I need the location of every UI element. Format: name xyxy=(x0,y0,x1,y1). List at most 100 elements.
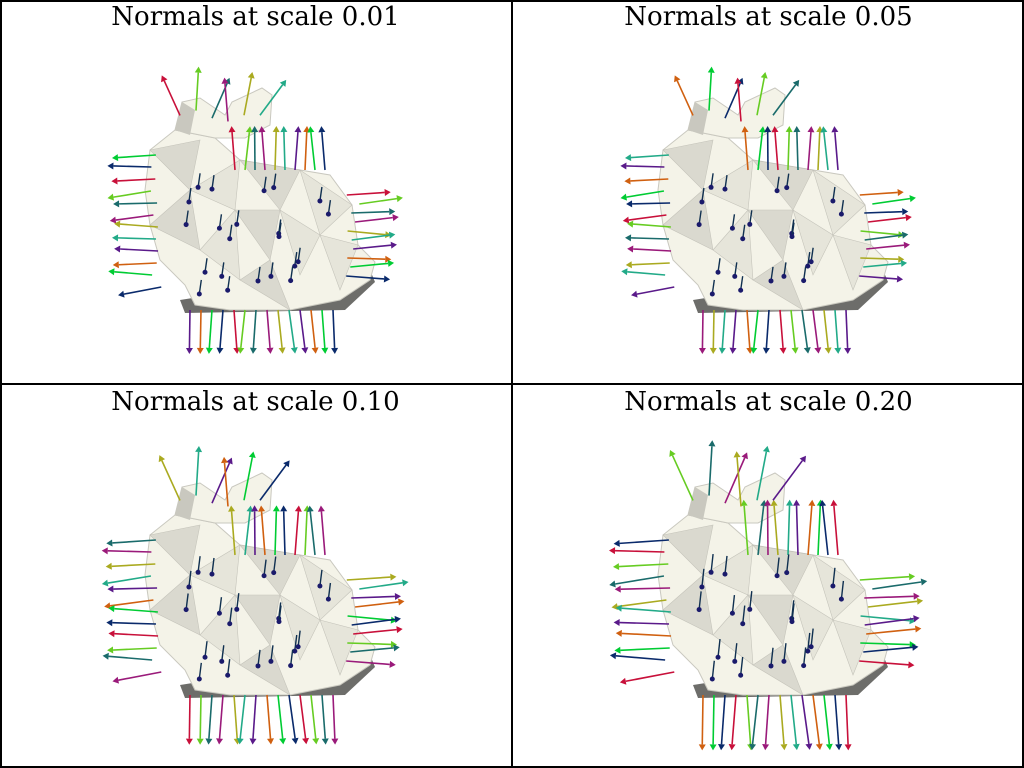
normal-arrow xyxy=(710,554,714,573)
normal-arrow xyxy=(739,656,744,676)
normal-origin-dot xyxy=(288,278,294,284)
normal-arrow-head xyxy=(614,585,621,593)
normal-arrow xyxy=(233,309,238,348)
normal-arrow xyxy=(353,244,392,250)
normal-arrow-head xyxy=(248,451,256,459)
bunny-render[interactable] xyxy=(0,385,511,768)
normal-arrow-head xyxy=(612,563,620,571)
normal-origin-dot xyxy=(774,188,780,194)
normal-arrow xyxy=(113,647,157,651)
render-panel-4[interactable]: Normals at scale 0.20 xyxy=(513,385,1024,768)
normal-arrow-head xyxy=(820,126,828,133)
normal-arrow xyxy=(860,257,899,261)
normal-arrow xyxy=(289,649,294,666)
normal-arrow-head xyxy=(390,573,397,581)
normal-arrow xyxy=(243,77,252,116)
normal-arrow xyxy=(114,607,158,613)
mesh-facet xyxy=(149,189,201,251)
normal-arrow-head xyxy=(294,505,302,512)
bunny-render[interactable] xyxy=(0,0,511,383)
normal-arrow xyxy=(111,563,156,568)
normal-origin-dot xyxy=(227,621,233,627)
bunny-render[interactable] xyxy=(513,0,1024,383)
normal-arrow-head xyxy=(896,275,904,283)
normal-arrow xyxy=(163,80,181,116)
normal-origin-dot xyxy=(729,225,735,231)
normal-arrow-head xyxy=(707,66,715,73)
normal-arrow xyxy=(119,223,158,228)
normal-arrow xyxy=(277,694,284,739)
normal-arrow-head xyxy=(390,241,397,249)
normal-arrow-head xyxy=(389,208,396,216)
mesh-facet xyxy=(239,644,291,696)
normal-arrow-head xyxy=(793,499,801,506)
render-panel-2[interactable]: Normals at scale 0.05 xyxy=(513,0,1024,383)
normal-arrow-head xyxy=(620,162,627,170)
normal-origin-dot xyxy=(708,569,714,575)
normal-arrow xyxy=(224,83,229,122)
normal-arrow-head xyxy=(392,214,399,222)
normal-arrow-head xyxy=(331,738,339,745)
normal-origin-dot xyxy=(715,654,721,660)
normal-arrow xyxy=(221,645,225,662)
normal-origin-dot xyxy=(317,583,323,589)
normal-arrow xyxy=(872,197,911,205)
normal-arrow-head xyxy=(625,261,632,269)
normal-arrow xyxy=(621,607,671,613)
normal-arrow xyxy=(807,132,812,171)
normal-arrow-head xyxy=(900,259,908,267)
normal-arrow xyxy=(199,694,202,739)
normal-arrow xyxy=(211,557,215,575)
normal-origin-dot xyxy=(774,573,780,579)
normal-arrow-head xyxy=(627,245,634,253)
normal-arrow-head xyxy=(102,652,109,660)
normal-arrow xyxy=(708,72,713,111)
normal-arrow-head xyxy=(824,347,832,354)
normal-arrow-head xyxy=(228,126,236,133)
normal-arrow-head xyxy=(112,261,119,269)
normal-origin-dot xyxy=(195,184,201,190)
normal-arrow xyxy=(350,262,389,268)
normal-arrow-head xyxy=(622,216,630,224)
normal-arrow-head xyxy=(205,347,213,354)
render-panel-3[interactable]: Normals at scale 0.10 xyxy=(0,385,511,768)
normal-arrow-head xyxy=(909,195,916,203)
normal-arrow xyxy=(632,223,671,228)
normal-arrow-head xyxy=(307,126,315,133)
bunny-render[interactable] xyxy=(513,385,1024,768)
normal-arrow xyxy=(737,83,742,122)
normal-origin-dot xyxy=(789,234,795,240)
normal-arrow xyxy=(774,132,779,171)
normal-arrow-head xyxy=(805,743,813,750)
mesh-facet xyxy=(189,159,241,211)
normal-arrow-head xyxy=(815,743,823,750)
bunny-ears xyxy=(687,472,786,524)
normal-arrow-head xyxy=(290,347,298,354)
normal-arrow-head xyxy=(279,738,287,745)
normal-origin-dot xyxy=(234,221,240,227)
normal-arrow-head xyxy=(718,744,726,751)
normal-arrow xyxy=(354,216,393,223)
normal-arrow xyxy=(259,464,287,501)
normal-arrow-head xyxy=(118,290,125,298)
normal-arrow xyxy=(864,234,903,241)
normal-arrow-head xyxy=(627,220,634,228)
render-panel-1[interactable]: Normals at scale 0.01 xyxy=(0,0,511,383)
normal-arrow-head xyxy=(249,738,257,745)
normal-arrow-head xyxy=(905,214,912,222)
normal-arrow xyxy=(756,77,765,116)
normal-arrow xyxy=(859,275,898,280)
normal-arrow xyxy=(731,595,736,614)
normal-arrow-head xyxy=(113,200,120,208)
normal-arrow-head xyxy=(631,290,638,298)
normal-origin-dot xyxy=(805,263,811,269)
normal-arrow-head xyxy=(107,193,115,201)
normal-arrow-head xyxy=(611,603,618,611)
normal-arrow-head xyxy=(114,245,121,253)
normal-arrow-head xyxy=(620,193,628,201)
normal-arrow-head xyxy=(393,644,400,652)
normal-origin-dot xyxy=(186,584,192,590)
mesh-facet xyxy=(712,594,754,666)
normal-origin-dot xyxy=(740,621,746,627)
normal-arrow-head xyxy=(624,154,632,162)
